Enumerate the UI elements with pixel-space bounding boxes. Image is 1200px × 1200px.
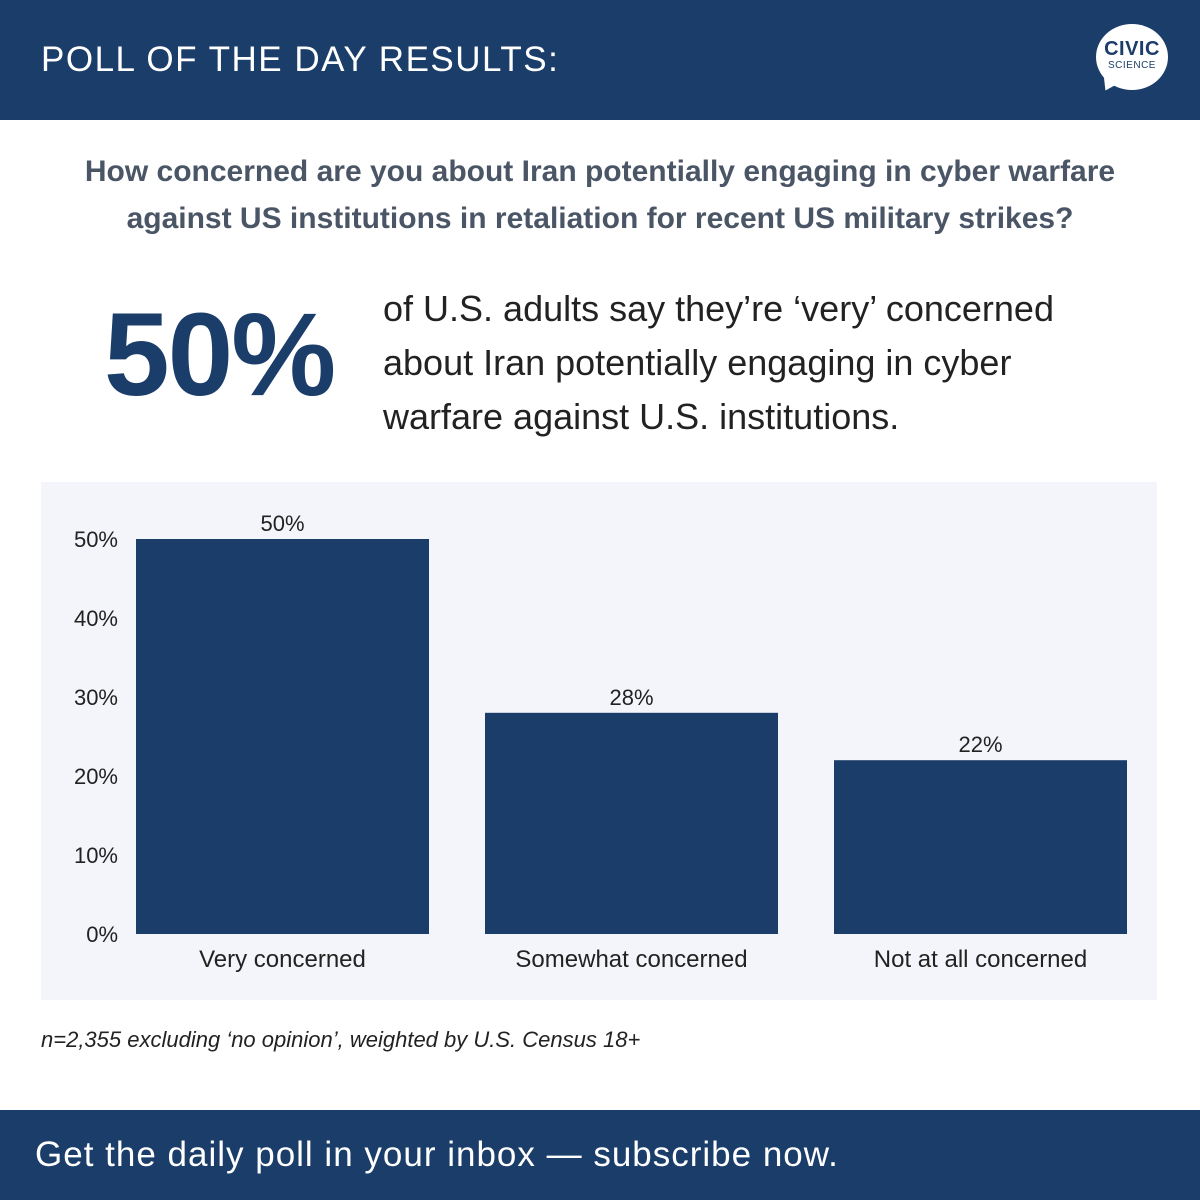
x-category-label: Somewhat concerned	[515, 946, 747, 973]
header-banner: POLL OF THE DAY RESULTS: CIVIC SCIENCE	[0, 0, 1200, 120]
poll-question: How concerned are you about Iran potenti…	[0, 148, 1200, 242]
y-tick-label: 0%	[86, 922, 118, 947]
y-tick-label: 20%	[74, 764, 118, 789]
y-tick-label: 30%	[74, 685, 118, 710]
bar	[485, 712, 778, 934]
y-tick-label: 40%	[74, 606, 118, 631]
poll-question-line-2: against US institutions in retaliation f…	[126, 202, 1074, 235]
header-title: POLL OF THE DAY RESULTS:	[41, 40, 560, 79]
civic-science-logo[interactable]: CIVIC SCIENCE	[1096, 24, 1168, 96]
footer-banner[interactable]: Get the daily poll in your inbox — subsc…	[0, 1110, 1200, 1200]
x-category-label: Very concerned	[199, 946, 366, 973]
highlight-text-line-1: of U.S. adults say they’re ‘very’ concer…	[383, 288, 1054, 329]
poll-question-line-1: How concerned are you about Iran potenti…	[84, 155, 1116, 188]
bar-value-label: 50%	[260, 511, 304, 536]
sample-footnote: n=2,355 excluding ‘no opinion’, weighted…	[41, 1027, 641, 1052]
bar-chart-panel: 0% 10% 20% 30% 40% 50% 50% Very concerned 28% Som…	[41, 482, 1157, 1000]
subscribe-cta-link[interactable]: Get the daily poll in your inbox — subsc…	[35, 1135, 839, 1174]
logo-text-civic: CIVIC	[1104, 38, 1160, 60]
highlight-stat-value: 50%	[104, 289, 336, 421]
bar	[834, 760, 1127, 934]
y-tick-label: 10%	[74, 843, 118, 868]
logo-speech-bubble	[1096, 24, 1168, 90]
x-category-label: Not at all concerned	[874, 946, 1087, 973]
logo-text-science: SCIENCE	[1108, 60, 1156, 71]
highlight-stat-text: of U.S. adults say they’re ‘very’ concer…	[383, 282, 1143, 444]
bar-chart: 0% 10% 20% 30% 40% 50% 50% Very concerned 28% Som…	[74, 511, 1127, 973]
highlight-text-line-3: warfare against U.S. institutions.	[383, 396, 900, 437]
highlight-text-line-2: about Iran potentially engaging in cyber	[383, 342, 1012, 383]
bar-value-label: 22%	[958, 732, 1002, 757]
bar	[136, 539, 429, 934]
bar-value-label: 28%	[609, 685, 653, 710]
y-tick-label: 50%	[74, 527, 118, 552]
